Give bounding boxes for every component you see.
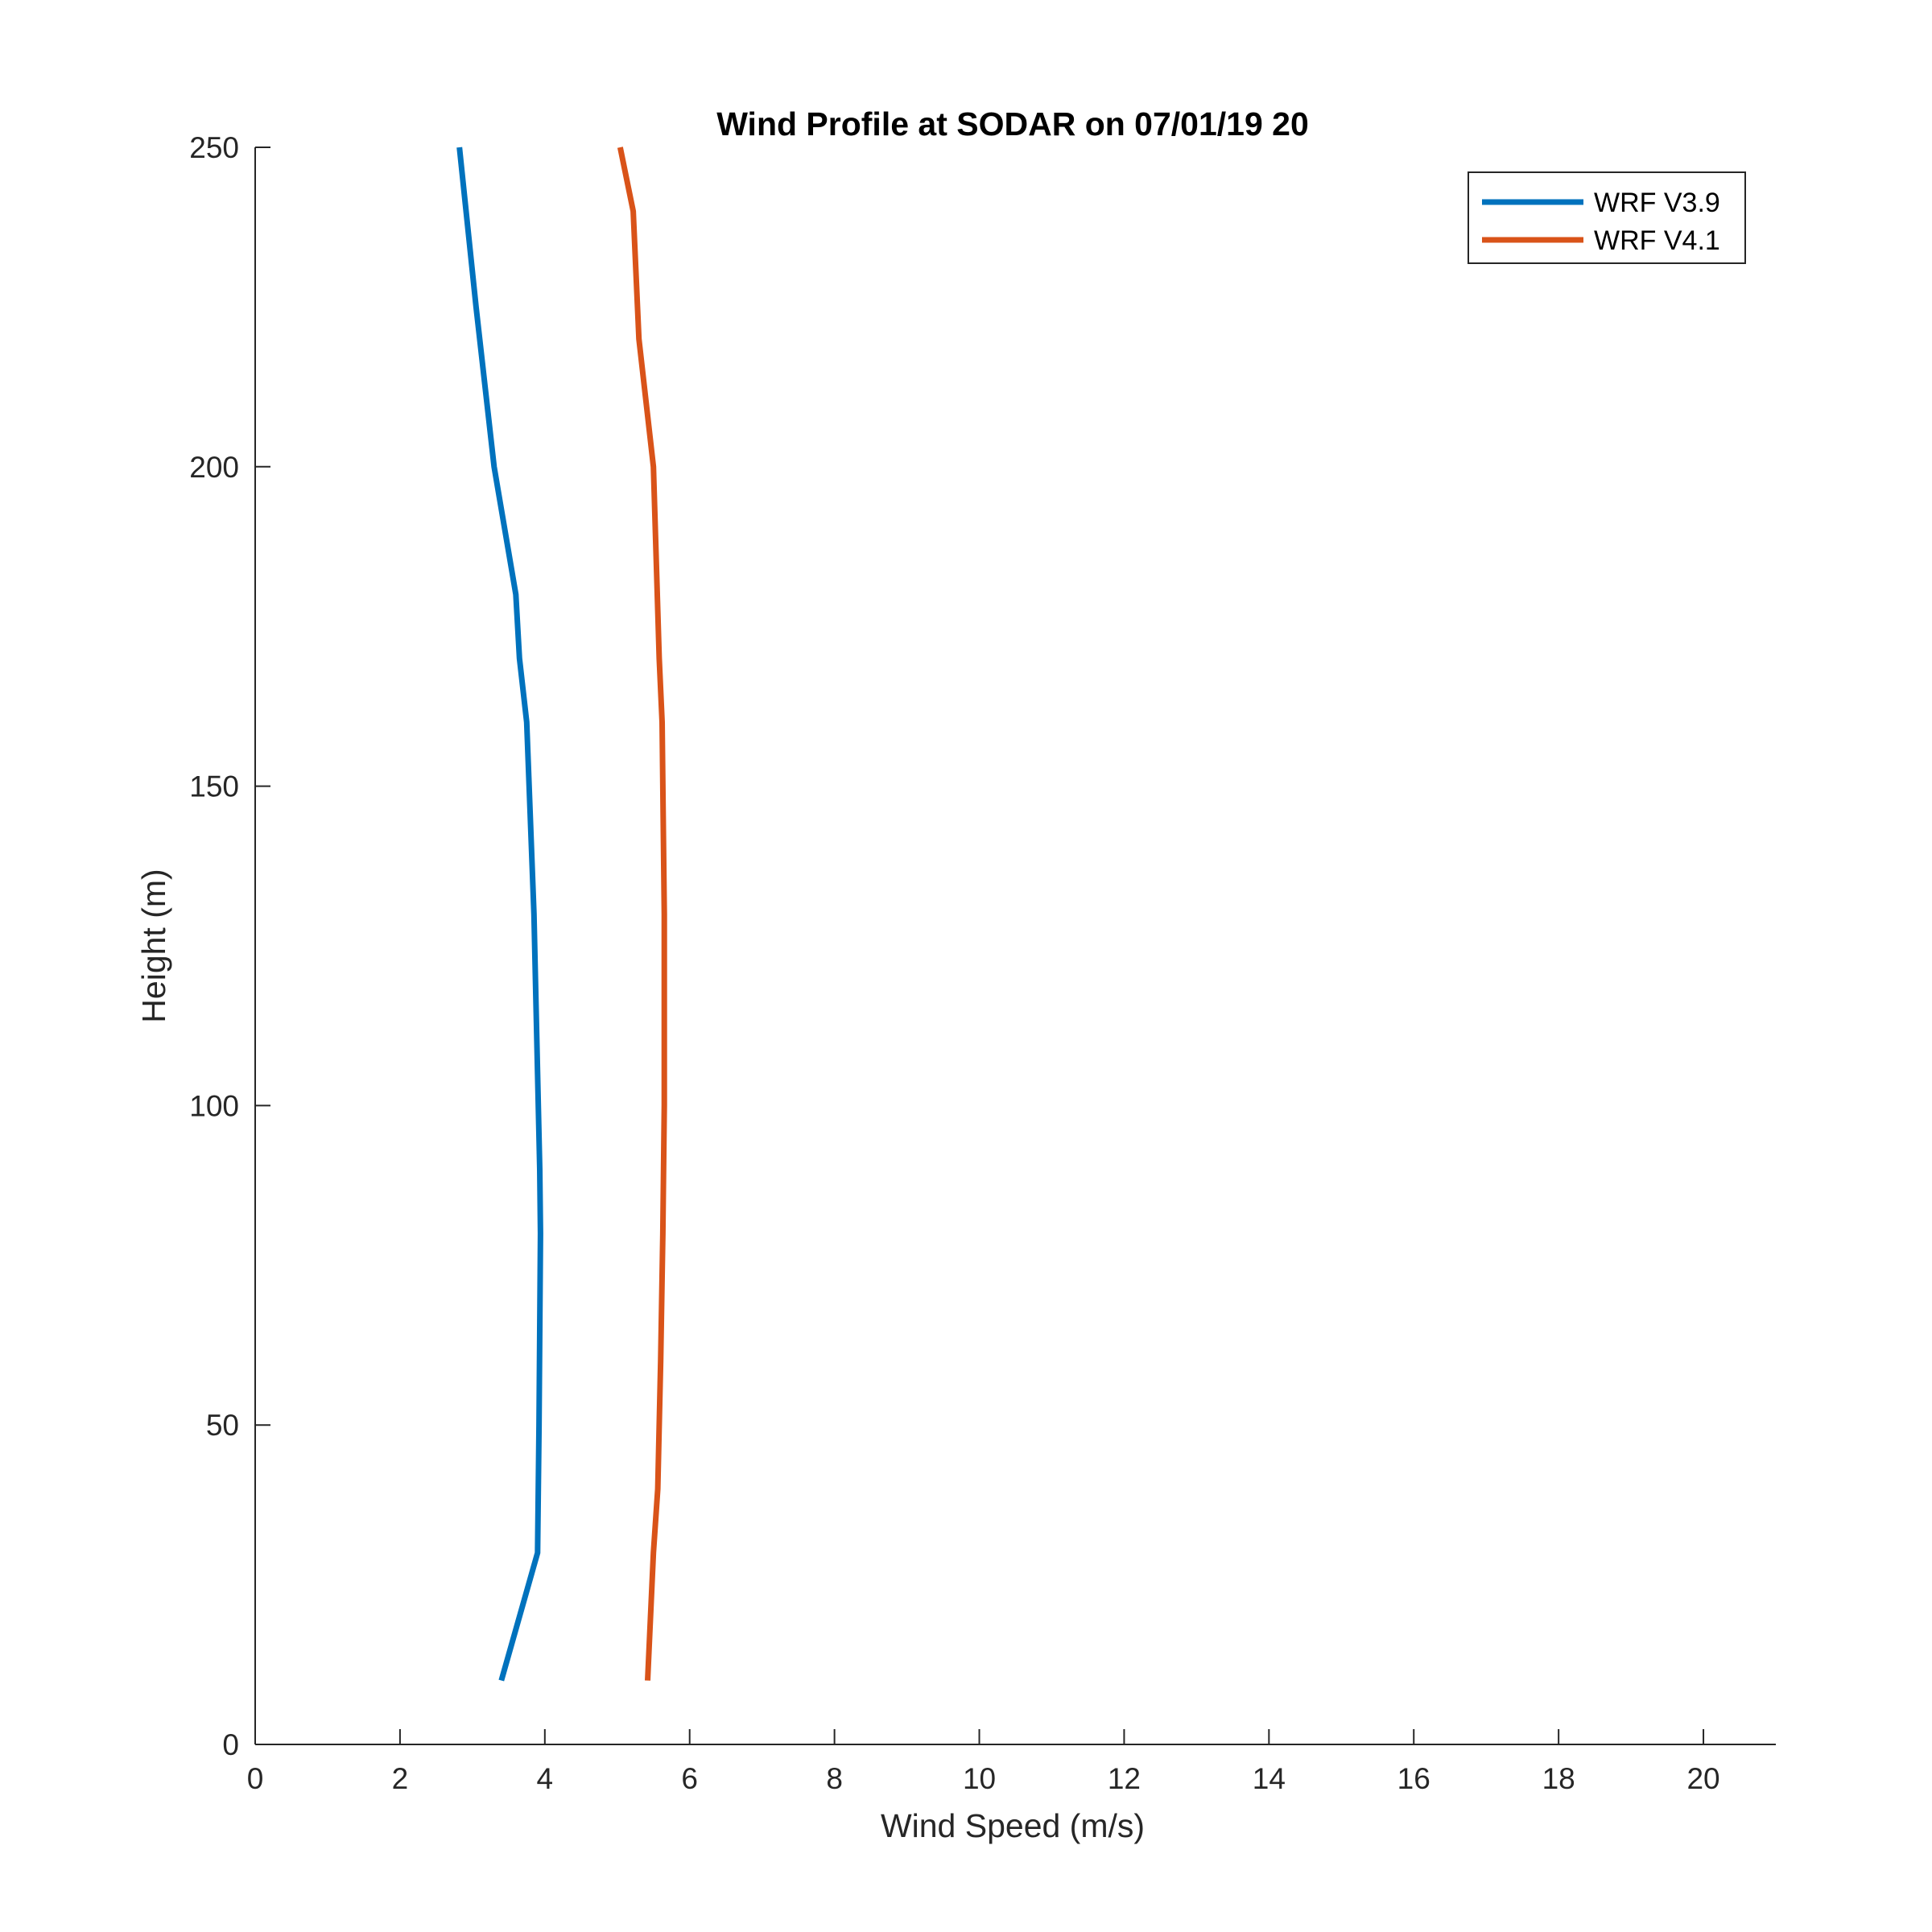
x-tick-label: 18 <box>1542 1762 1575 1795</box>
x-tick-label: 16 <box>1397 1762 1430 1795</box>
x-tick-label: 12 <box>1108 1762 1141 1795</box>
y-tick-label: 250 <box>189 131 239 164</box>
y-tick-label: 150 <box>189 770 239 803</box>
x-tick-label: 4 <box>537 1762 554 1795</box>
legend: WRF V3.9 WRF V4.1 <box>1468 171 1746 264</box>
legend-box <box>1468 171 1746 264</box>
legend-label-2: WRF V4.1 <box>1594 225 1720 256</box>
legend-label-1: WRF V3.9 <box>1594 188 1720 218</box>
y-tick-label: 50 <box>206 1409 239 1442</box>
series-line-2 <box>617 147 667 1681</box>
x-tick-label: 8 <box>826 1762 843 1795</box>
x-axis-label: Wind Speed (m/s) <box>881 1807 1145 1844</box>
x-tick-label: 2 <box>392 1762 409 1795</box>
series-line-1 <box>456 147 543 1682</box>
x-tick-label: 6 <box>681 1762 698 1795</box>
x-tick-label: 10 <box>963 1762 996 1795</box>
y-tick-label: 200 <box>189 451 239 484</box>
chart-title: Wind Profile at SODAR on 07/01/19 20 <box>716 105 1309 142</box>
y-tick-label: 0 <box>222 1728 239 1761</box>
x-tick-label: 20 <box>1686 1762 1719 1795</box>
y-axis-label: Height (m) <box>135 869 172 1022</box>
x-tick-label: 14 <box>1253 1762 1286 1795</box>
x-tick-label: 0 <box>247 1762 264 1795</box>
y-tick-label: 100 <box>189 1089 239 1122</box>
